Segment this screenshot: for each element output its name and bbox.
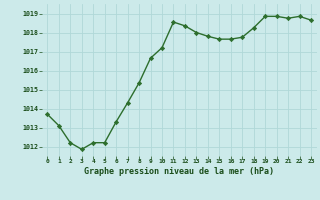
X-axis label: Graphe pression niveau de la mer (hPa): Graphe pression niveau de la mer (hPa) — [84, 167, 274, 176]
